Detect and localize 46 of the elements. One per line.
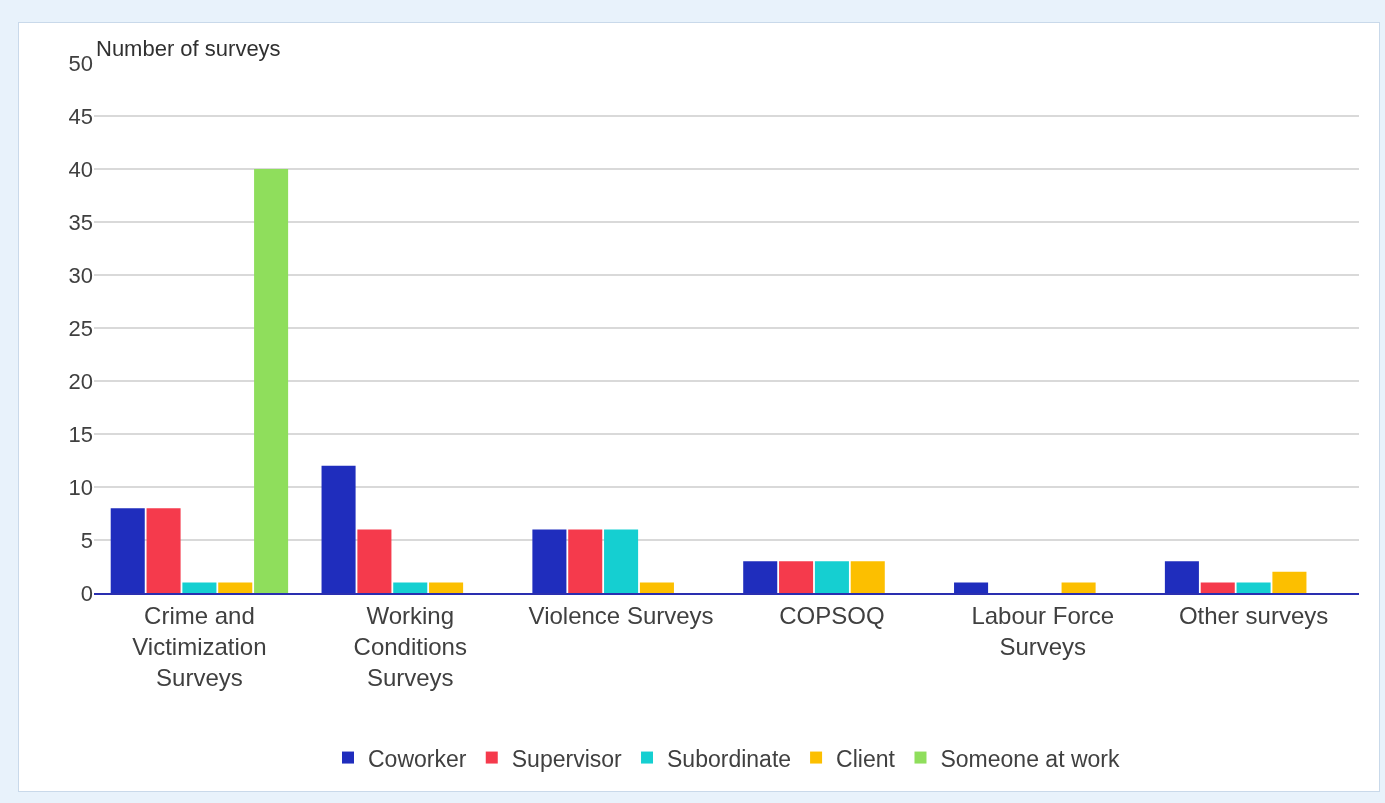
bar [1236,582,1271,593]
x-tick-label: Crime and Victimization Surveys [132,601,267,692]
x-tick-label: COPSOQ [779,601,885,629]
x-tick-label: Working Conditions Surveys [353,601,467,692]
y-tick-label: 10 [68,474,93,500]
legend-label: Client [836,745,896,772]
x-tick-label: Labour Force Surveys [971,601,1115,660]
legend-label: Subordinate [667,745,792,772]
y-tick-label: 5 [80,527,93,553]
y-tick-label: 50 [68,50,93,76]
bar [146,508,181,593]
bar [1272,571,1307,593]
bar [182,582,217,593]
bar [814,561,849,593]
bar [604,529,639,593]
y-tick-label: 0 [80,580,93,606]
y-tick-label: 45 [68,103,93,129]
bar [218,582,253,593]
bar [1164,561,1199,593]
bar [850,561,885,593]
bar [110,508,145,593]
y-tick-label: 20 [68,368,93,394]
legend-label: Someone at work [940,745,1120,772]
bar [393,582,428,593]
bar [954,582,989,593]
x-tick-label: Other surveys [1178,601,1329,629]
bar [639,582,674,593]
bar [779,561,814,593]
y-tick-label: 30 [68,262,93,288]
bar [429,582,464,593]
y-tick-label: 25 [68,315,93,341]
bar [321,465,356,593]
legend-label: Supervisor [511,745,623,772]
y-tick-label: 35 [68,209,93,235]
bar [743,561,778,593]
bar [568,529,603,593]
y-tick-label: 15 [68,421,93,447]
x-tick-label: Violence Surveys [528,601,714,629]
bar [357,529,392,593]
legend-label: Coworker [368,745,467,772]
bar [1200,582,1235,593]
y-axis-title: Number of surveys [96,36,281,61]
bar [1061,582,1096,593]
y-tick-label: 40 [68,156,93,182]
bar [254,169,289,593]
bar [532,529,567,593]
